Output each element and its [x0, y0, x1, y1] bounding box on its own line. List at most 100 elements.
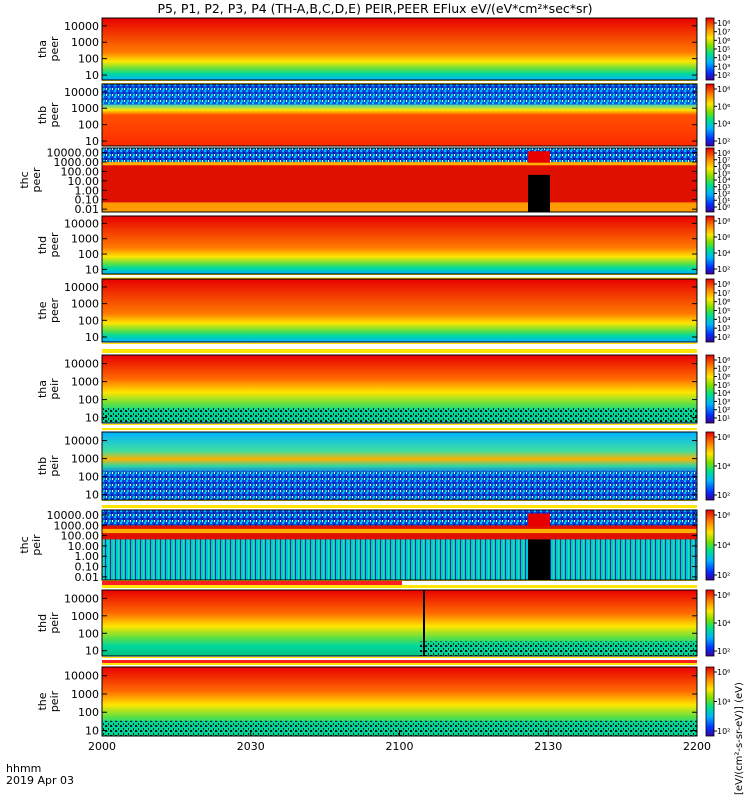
colorbar-tick-label: 10¹	[717, 196, 730, 205]
colorbar-tick-label: 10⁶	[717, 102, 730, 111]
colorbar-tick-label: 10⁰	[717, 203, 730, 212]
colorbar-tick-label: 10⁴	[717, 315, 730, 324]
panel-tha-peer: 10000 1000 100 10 tha peer 10⁸10⁷10⁶10⁵10⁴10³1…	[36, 17, 730, 82]
y-tick-label: 10000	[64, 358, 99, 371]
panel-thd-peir: 10000 1000 100 10 thd peir 10⁶ 10⁴ 10²	[36, 589, 730, 658]
y-tick-label: 10	[85, 69, 99, 82]
panel-label: thd	[36, 236, 49, 254]
colorbar-tick-label: 10⁴	[717, 54, 730, 63]
gap-bar-inner	[102, 501, 697, 505]
y-tick-label: 10	[85, 135, 99, 148]
y-tick-label: 1000	[71, 688, 99, 701]
colorbar-tick-label: 10⁷	[717, 156, 730, 165]
panel-label: peer	[30, 167, 43, 193]
y-tick-label: 10	[85, 263, 99, 276]
colorbar	[705, 589, 715, 657]
spectrogram-band	[102, 148, 697, 163]
colorbar	[705, 215, 715, 275]
x-tick-label: 2000	[88, 740, 116, 753]
panel-the-peir: 10000 1000 100 10 the peir 10⁶ 10⁴ 10²	[36, 666, 730, 738]
panel-the-peer: 10000 1000 100 10 the peer 10⁸10⁷10⁶10⁵10⁴10³1…	[36, 278, 730, 344]
colorbar-tick-label: 10⁴	[717, 389, 730, 398]
spectrogram-band	[102, 18, 697, 80]
coverage-bar	[102, 581, 402, 585]
data-gap-block	[528, 513, 550, 527]
spectrogram-band	[102, 408, 697, 423]
y-tick-label: 100	[78, 119, 99, 132]
panel-frame	[101, 215, 698, 275]
spectrogram-band	[102, 510, 697, 526]
y-tick-label: 100	[78, 248, 99, 261]
y-tick-label: 0.01	[75, 571, 100, 584]
y-tick-label: 1000	[71, 376, 99, 389]
colorbar	[705, 509, 715, 581]
x-tick-label: 2130	[534, 740, 562, 753]
panel-frame	[101, 509, 698, 581]
panel-label: the	[36, 692, 49, 710]
colorbar-tick-label: 10¹	[717, 414, 730, 423]
colorbar-tick-label: 10⁸	[717, 149, 730, 158]
spectrogram-band	[102, 279, 697, 342]
colorbar-tick-label: 10⁴	[717, 249, 730, 258]
y-tick-label: 1.00	[75, 550, 100, 563]
x-axis-label-units: hhmm	[6, 762, 41, 775]
colorbar-label: [eV/(cm²-s-sr-eV)] (eV)	[734, 682, 745, 795]
panel-thb-peir: 10000 1000 100 10 thb peir 10⁶ 10⁴ 10²	[36, 431, 730, 502]
y-tick-label: 10.00	[68, 540, 100, 553]
panel-label: peir	[48, 455, 61, 477]
panel-frame	[101, 17, 698, 81]
gap-bar-inner	[102, 81, 697, 83]
spectrogram-band	[102, 202, 697, 212]
colorbar-tick-label: 10⁴	[717, 698, 730, 707]
colorbar-tick-label: 10⁸	[717, 19, 730, 28]
spectrogram-band	[420, 641, 697, 656]
colorbar-tick-label: 10⁴	[717, 619, 730, 628]
colorbar-tick-label: 10³	[717, 183, 730, 192]
colorbar-tick-label: 10²	[717, 71, 730, 80]
colorbar-tick-label: 10⁸	[717, 217, 730, 226]
panel-label: peer	[48, 298, 61, 324]
y-tick-label: 10000.00	[47, 147, 100, 160]
colorbar-tick-label: 10⁵	[717, 307, 730, 316]
x-axis-label-date: 2019 Apr 03	[6, 774, 74, 787]
colorbar-tick-label: 10⁶	[717, 373, 730, 382]
y-tick-label: 1.00	[75, 184, 100, 197]
x-tick-label: 2100	[386, 740, 414, 753]
colorbar	[705, 666, 715, 737]
y-tick-label: 10	[85, 489, 99, 502]
y-tick-label: 1000	[71, 102, 99, 115]
y-tick-label: 10000	[64, 435, 99, 448]
panel-frame	[101, 354, 698, 424]
y-tick-label: 10	[85, 725, 99, 738]
panel-label: peir	[48, 690, 61, 712]
colorbar-tick-label: 10⁸	[717, 85, 730, 94]
y-tick-label: 10000	[64, 86, 99, 99]
spectrogram-band	[102, 216, 697, 274]
panel-label: tha	[36, 40, 49, 58]
y-tick-label: 10.00	[68, 175, 100, 188]
colorbar-tick-label: 10⁸	[717, 280, 730, 289]
y-tick-label: 100.00	[61, 530, 100, 543]
y-tick-label: 100.00	[61, 165, 100, 178]
y-tick-label: 1000.00	[54, 519, 100, 532]
spectrogram-band	[102, 162, 697, 166]
x-tick-label: 2200	[683, 740, 711, 753]
colorbar-tick-label: 10⁸	[717, 356, 730, 365]
spectrogram-band	[102, 84, 697, 105]
y-tick-label: 1000	[71, 610, 99, 623]
colorbar-tick-label: 10²	[717, 727, 730, 736]
data-gap-block	[528, 151, 550, 163]
y-tick-label: 1000.00	[54, 156, 100, 169]
y-tick-label: 1000	[71, 453, 99, 466]
y-tick-label: 10	[85, 645, 99, 658]
panel-label: peir	[48, 612, 61, 634]
colorbar-tick-label: 10⁶	[717, 36, 730, 45]
spectrogram-band	[102, 528, 697, 534]
gap-bar-inner	[102, 275, 697, 278]
colorbar-tick-label: 10²	[717, 491, 730, 500]
colorbar	[705, 147, 715, 213]
colorbar-tick-label: 10⁶	[717, 163, 730, 172]
panel-label: peer	[48, 36, 61, 62]
